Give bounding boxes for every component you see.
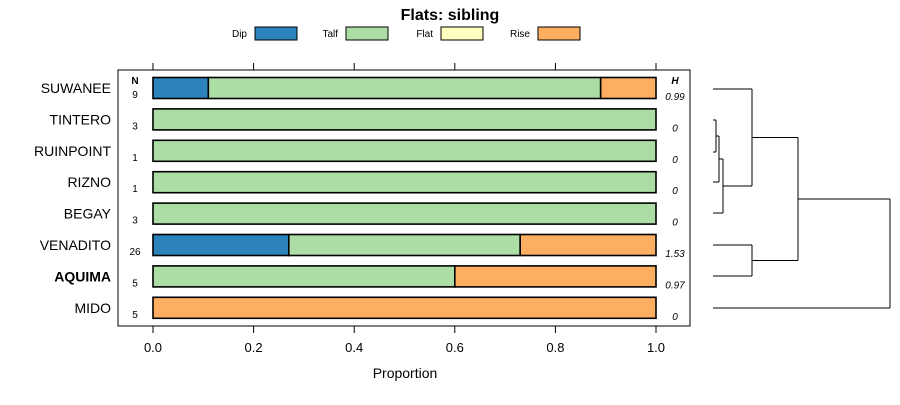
bars: [152, 76, 657, 320]
n-value-rizno: 1: [132, 184, 138, 195]
bar-suwanee-dip: [152, 76, 210, 100]
bar-suwanee-rise: [599, 76, 657, 100]
n-value-tintero: 3: [132, 121, 138, 132]
x-axis: 0.0 0.2 0.4 0.6 0.8 1.0: [144, 63, 665, 355]
h-value-ruinpoint: 0: [672, 155, 678, 166]
h-value-tintero: 0: [672, 123, 678, 134]
x-tick-label-0.2: 0.2: [245, 340, 263, 355]
legend-label-rise: Rise: [510, 29, 530, 40]
category-label-rizno: RIZNO: [67, 174, 111, 190]
bar-aquima-rise: [453, 265, 657, 288]
h-value-begay: 0: [672, 218, 678, 229]
x-tick-label-0.6: 0.6: [446, 340, 464, 355]
x-tick-label-1.0: 1.0: [647, 340, 665, 355]
h-value-suwanee: 0.99: [665, 92, 685, 103]
x-tick-label-0.4: 0.4: [345, 340, 363, 355]
h-value-rizno: 0: [672, 186, 678, 197]
category-label-venadito: VENADITO: [40, 237, 111, 253]
h-value-mido: 0: [672, 312, 678, 323]
n-value-mido: 5: [132, 310, 138, 321]
bar-aquima-talf: [152, 265, 456, 288]
dendrogram-lines: [713, 88, 891, 309]
legend: Dip Talf Flat Rise: [232, 26, 581, 41]
legend-label-dip: Dip: [232, 29, 247, 40]
plot-panel: [117, 69, 691, 327]
category-label-ruinpoint: RUINPOINT: [34, 143, 111, 159]
bar-begay-talf: [152, 202, 657, 225]
category-label-tintero: TINTERO: [50, 111, 112, 127]
n-value-suwanee: 9: [132, 90, 138, 101]
category-label-suwanee: SUWANEE: [41, 80, 111, 96]
category-label-begay: BEGAY: [64, 206, 112, 222]
category-label-mido: MIDO: [74, 300, 111, 316]
legend-swatch-dip: [254, 26, 298, 41]
h-value-aquima: 0.97: [665, 280, 685, 291]
bar-mido-rise: [152, 296, 657, 320]
dendrogram: [713, 88, 891, 309]
n-value-begay: 3: [132, 216, 138, 227]
legend-label-flat: Flat: [416, 29, 433, 40]
h-value-venadito: 1.53: [665, 249, 685, 260]
bar-ruinpoint-talf: [152, 139, 657, 163]
legend-label-talf: Talf: [322, 29, 338, 40]
bar-venadito-talf: [288, 233, 521, 257]
bar-tintero-talf: [152, 108, 657, 131]
h-header: H: [671, 76, 679, 87]
bar-venadito-dip: [152, 233, 290, 257]
legend-swatch-rise: [537, 26, 581, 41]
bar-rizno-talf: [152, 170, 657, 194]
x-tick-label-0.8: 0.8: [546, 340, 564, 355]
category-label-aquima: AQUIMA: [54, 268, 111, 284]
category-labels: SUWANEE 9 0.99 TINTERO 3 0 RUINPOINT 1 0 RIZNO 1 0 B…: [34, 80, 685, 323]
n-value-venadito: 26: [129, 247, 141, 258]
x-axis-label: Proportion: [373, 365, 438, 381]
n-value-ruinpoint: 1: [132, 153, 138, 164]
legend-swatch-flat: [440, 26, 484, 41]
legend-swatch-talf: [345, 26, 389, 41]
n-header: N: [131, 76, 138, 87]
x-tick-label-0.0: 0.0: [144, 340, 162, 355]
bar-venadito-rise: [519, 233, 657, 257]
bar-suwanee-talf: [207, 76, 602, 100]
chart-title: Flats: sibling: [401, 7, 500, 24]
n-value-aquima: 5: [132, 278, 138, 289]
